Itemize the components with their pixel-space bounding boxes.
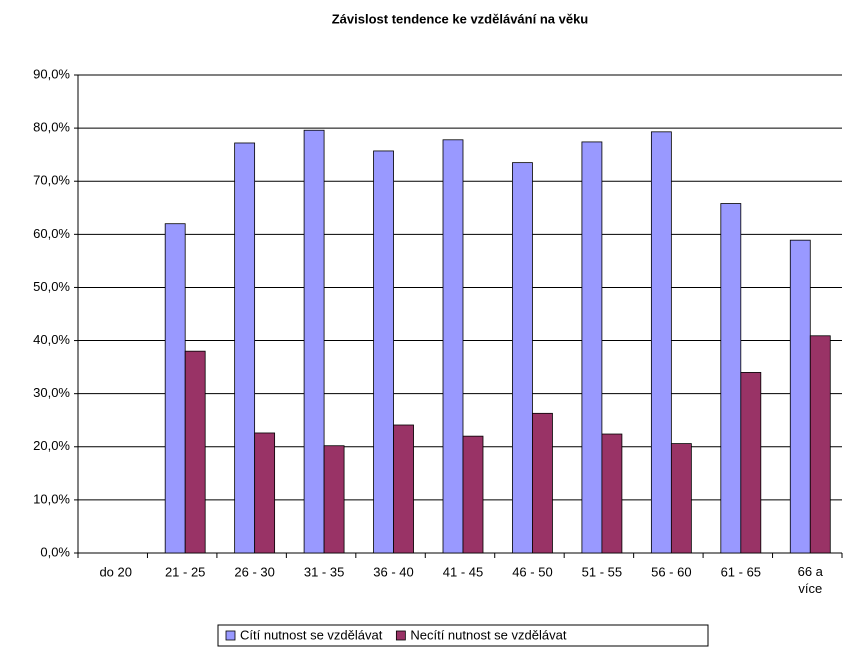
- bar: [303, 129, 325, 554]
- bar: [789, 239, 811, 554]
- bar: [234, 142, 256, 554]
- bar: [254, 432, 276, 554]
- y-tick-label: 50,0%: [33, 279, 70, 294]
- x-tick-label: 31 - 35: [304, 564, 344, 579]
- bar: [650, 131, 672, 554]
- legend-label: Cítí nutnost se vzdělávat: [240, 627, 383, 642]
- y-tick-label: 0,0%: [40, 544, 70, 559]
- chart-title: Závislost tendence ke vzdělávání na věku: [332, 11, 589, 26]
- x-tick-label: 21 - 25: [165, 564, 205, 579]
- legend-label: Necítí nutnost se vzdělávat: [410, 627, 566, 642]
- x-tick-label: 26 - 30: [234, 564, 274, 579]
- bar: [184, 350, 206, 554]
- bar: [373, 150, 394, 554]
- y-tick-label: 40,0%: [33, 332, 70, 347]
- legend-box: [217, 624, 709, 647]
- bar: [720, 203, 742, 554]
- y-tick-label: 10,0%: [33, 491, 70, 506]
- x-tick-label: 56 - 60: [651, 564, 691, 579]
- x-tick-label: 36 - 40: [373, 564, 413, 579]
- x-tick-label: 66 a více: [798, 564, 824, 596]
- x-tick-label: 61 - 65: [721, 564, 761, 579]
- y-tick-label: 70,0%: [33, 173, 70, 188]
- legend-swatch: [225, 630, 236, 641]
- bar: [323, 445, 345, 554]
- bar: [809, 335, 831, 554]
- bar: [512, 162, 533, 554]
- legend: Cítí nutnost se vzdělávat Necítí nutnost …: [217, 624, 709, 647]
- x-tick-label: 46 - 50: [512, 564, 552, 579]
- y-tick-label: 60,0%: [33, 226, 70, 241]
- bar: [740, 372, 762, 554]
- x-tick-label: 51 - 55: [582, 564, 622, 579]
- bar: [670, 443, 692, 554]
- bar: [393, 424, 414, 554]
- bar: [601, 433, 623, 554]
- bar: [442, 139, 464, 554]
- x-tick-label-line: 66 a: [798, 564, 824, 579]
- y-tick-label: 90,0%: [33, 66, 70, 81]
- y-tick-label: 30,0%: [33, 385, 70, 400]
- y-tick-label: 20,0%: [33, 438, 70, 453]
- bar: [462, 435, 484, 554]
- x-tick-label: 41 - 45: [443, 564, 483, 579]
- legend-swatch: [395, 630, 406, 641]
- x-tick-label: do 20: [99, 564, 132, 579]
- bar: [532, 412, 553, 554]
- bar: [581, 141, 603, 554]
- y-tick-label: 80,0%: [33, 120, 70, 135]
- x-tick-label-line: více: [798, 581, 822, 596]
- bar: [164, 223, 186, 554]
